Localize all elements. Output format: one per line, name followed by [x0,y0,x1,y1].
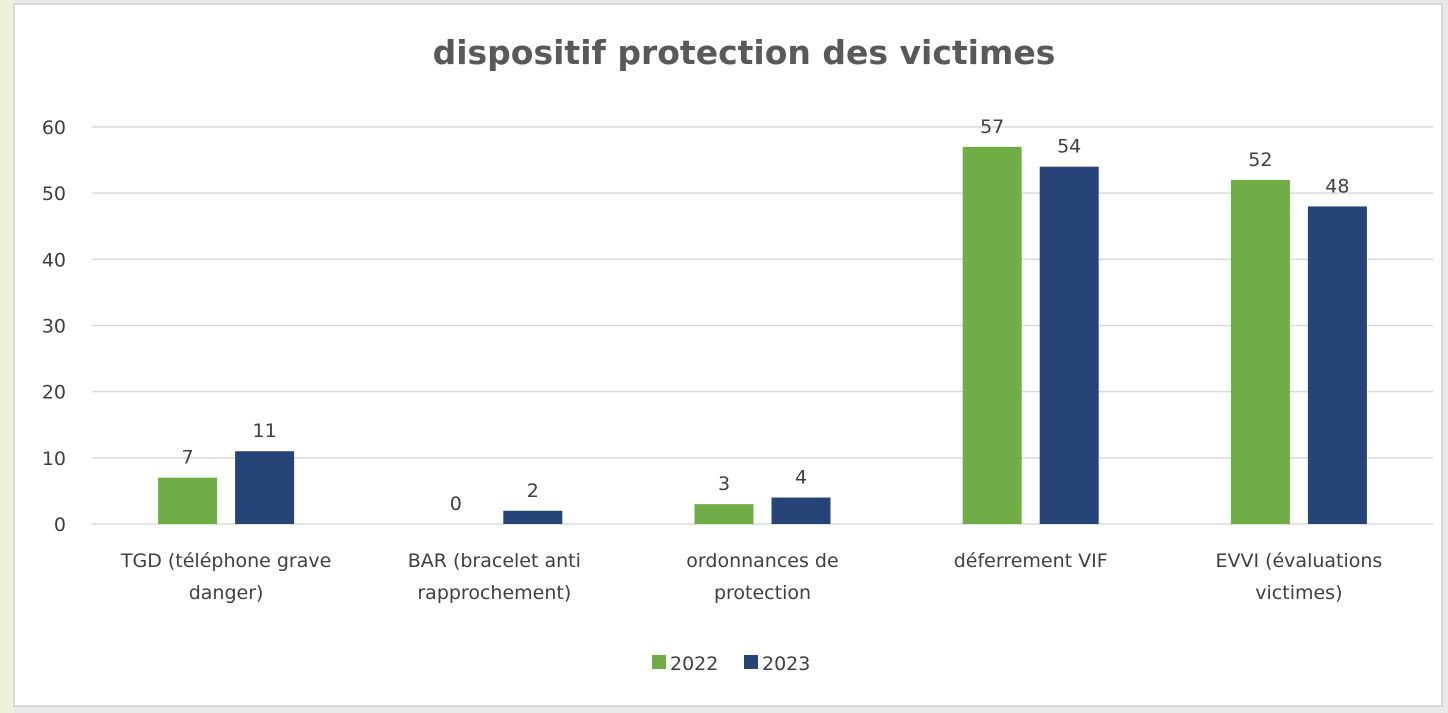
bar [1307,206,1367,524]
y-tick-label: 10 [42,448,66,470]
y-tick-label: 40 [42,249,66,271]
data-label: 52 [1248,149,1272,171]
data-label: 4 [795,467,807,489]
x-tick-label: TGD (téléphone grave danger) [120,550,332,604]
bar [1039,166,1099,524]
sheet-edge [0,0,14,713]
data-label: 48 [1325,175,1349,197]
data-label: 57 [980,116,1004,138]
bar [158,477,218,524]
x-tick-label: ordonnances de protection [686,550,839,604]
y-tick-label: 50 [42,183,66,205]
bar [771,497,831,524]
data-label: 54 [1057,136,1081,158]
bar [694,504,754,524]
y-tick-label: 0 [54,514,66,536]
chart-area [13,3,1443,707]
bar [503,510,563,524]
data-label: 2 [527,480,539,502]
data-label: 3 [718,473,730,495]
legend-label: 2022 [670,653,718,675]
data-label: 0 [450,493,462,515]
legend-swatch [652,655,666,669]
y-tick-label: 30 [42,316,66,338]
bar [1230,179,1290,524]
legend-label: 2023 [762,653,810,675]
bar [962,146,1022,524]
legend-swatch [744,655,758,669]
data-label: 11 [253,420,277,442]
bar [235,451,295,524]
x-tick-label: déferrement VIF [953,550,1108,572]
x-tick-label: EVVI (évaluations victimes) [1215,550,1383,604]
chart-title: dispositif protection des victimes [433,33,1056,72]
data-label: 7 [182,447,194,469]
y-tick-label: 20 [42,382,66,404]
y-tick-label: 60 [42,117,66,139]
x-tick-label: BAR (bracelet anti rapprochement) [407,550,581,604]
